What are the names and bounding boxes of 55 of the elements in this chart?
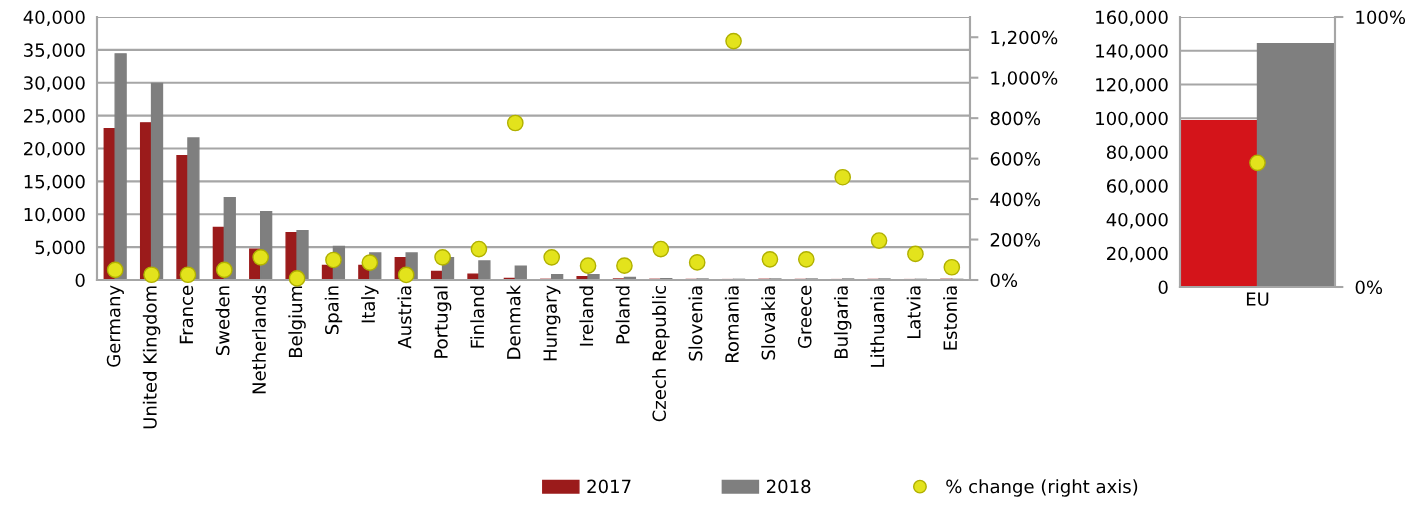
y-tick-label: 80,000 [1106,145,1168,161]
y2-tick-label: 1,000% [991,71,1058,87]
y-tick-label: 40,000 [1106,212,1168,229]
x-tick-label: Denmak [506,284,521,359]
x-tick-label: Czech Republic [652,285,670,422]
y2-tick-label: 200% [990,233,1041,247]
x-tick-label: Romania [724,286,739,363]
x-tick-label: Bulgaria [833,286,852,358]
x-tick-label: Finland [470,286,485,348]
y-tick-label: 0 [75,273,85,288]
x-tick-label: Hungary [543,285,561,361]
x-tick-label: Slovenia [688,286,703,361]
y-tick-label: 160,000 [1096,10,1168,26]
y-tick-label: 100,000 [1096,111,1168,128]
x-tick-label: Italy [361,285,379,323]
x-tick-label: Belgium [288,286,306,358]
x-tick-label: Greece [797,285,812,349]
x-tick-label: Slovakia [761,286,776,360]
x-tick-label: Spain [324,286,343,335]
y-tick-label: 15,000 [24,174,85,191]
x-tick-label: Sweden [215,286,230,356]
y-tick-label: 0 [1158,280,1168,295]
y-tick-label: 5,000 [35,240,85,257]
y-tick-label: 10,000 [24,207,85,224]
y-tick-label: 30,000 [24,76,85,92]
x-tick-label: Austria [397,286,412,349]
x-tick-label: Lithuania [870,286,885,367]
y2-tick-label: 100% [1356,10,1406,25]
x-tick-label: France [179,285,194,344]
legend-label: 2018 [766,479,811,494]
y2-tick-label: 400% [990,192,1041,207]
y-tick-label: 20,000 [1107,246,1168,263]
y2-tick-label: 600% [990,152,1041,166]
y2-tick-label: 0% [1355,280,1383,295]
x-tick-label: EU [1246,292,1269,306]
x-tick-label: Latvia [906,286,921,339]
y-tick-label: 140,000 [1096,44,1168,60]
x-tick-label: Estonia [943,286,958,350]
y2-tick-label: 0% [990,273,1018,288]
y-tick-label: 40,000 [23,10,85,26]
y-tick-label: 35,000 [24,43,85,59]
y-tick-label: 60,000 [1106,179,1168,195]
x-tick-label: Poland [615,286,630,344]
y-tick-label: 120,000 [1096,77,1168,94]
x-tick-label: Germany [106,285,124,367]
x-tick-label: United Kingdom [142,286,161,429]
legend-label: 2017 [587,479,631,494]
x-tick-label: Netherlands [251,285,266,394]
x-tick-label: Portugal [433,286,452,358]
y-tick-label: 25,000 [24,109,85,125]
x-tick-label: Ireland [579,286,594,346]
y2-tick-label: 1,200% [991,30,1058,47]
legend-label: % change (right axis) [946,479,1138,497]
y-tick-label: 20,000 [24,141,85,158]
y2-tick-label: 800% [990,111,1041,126]
